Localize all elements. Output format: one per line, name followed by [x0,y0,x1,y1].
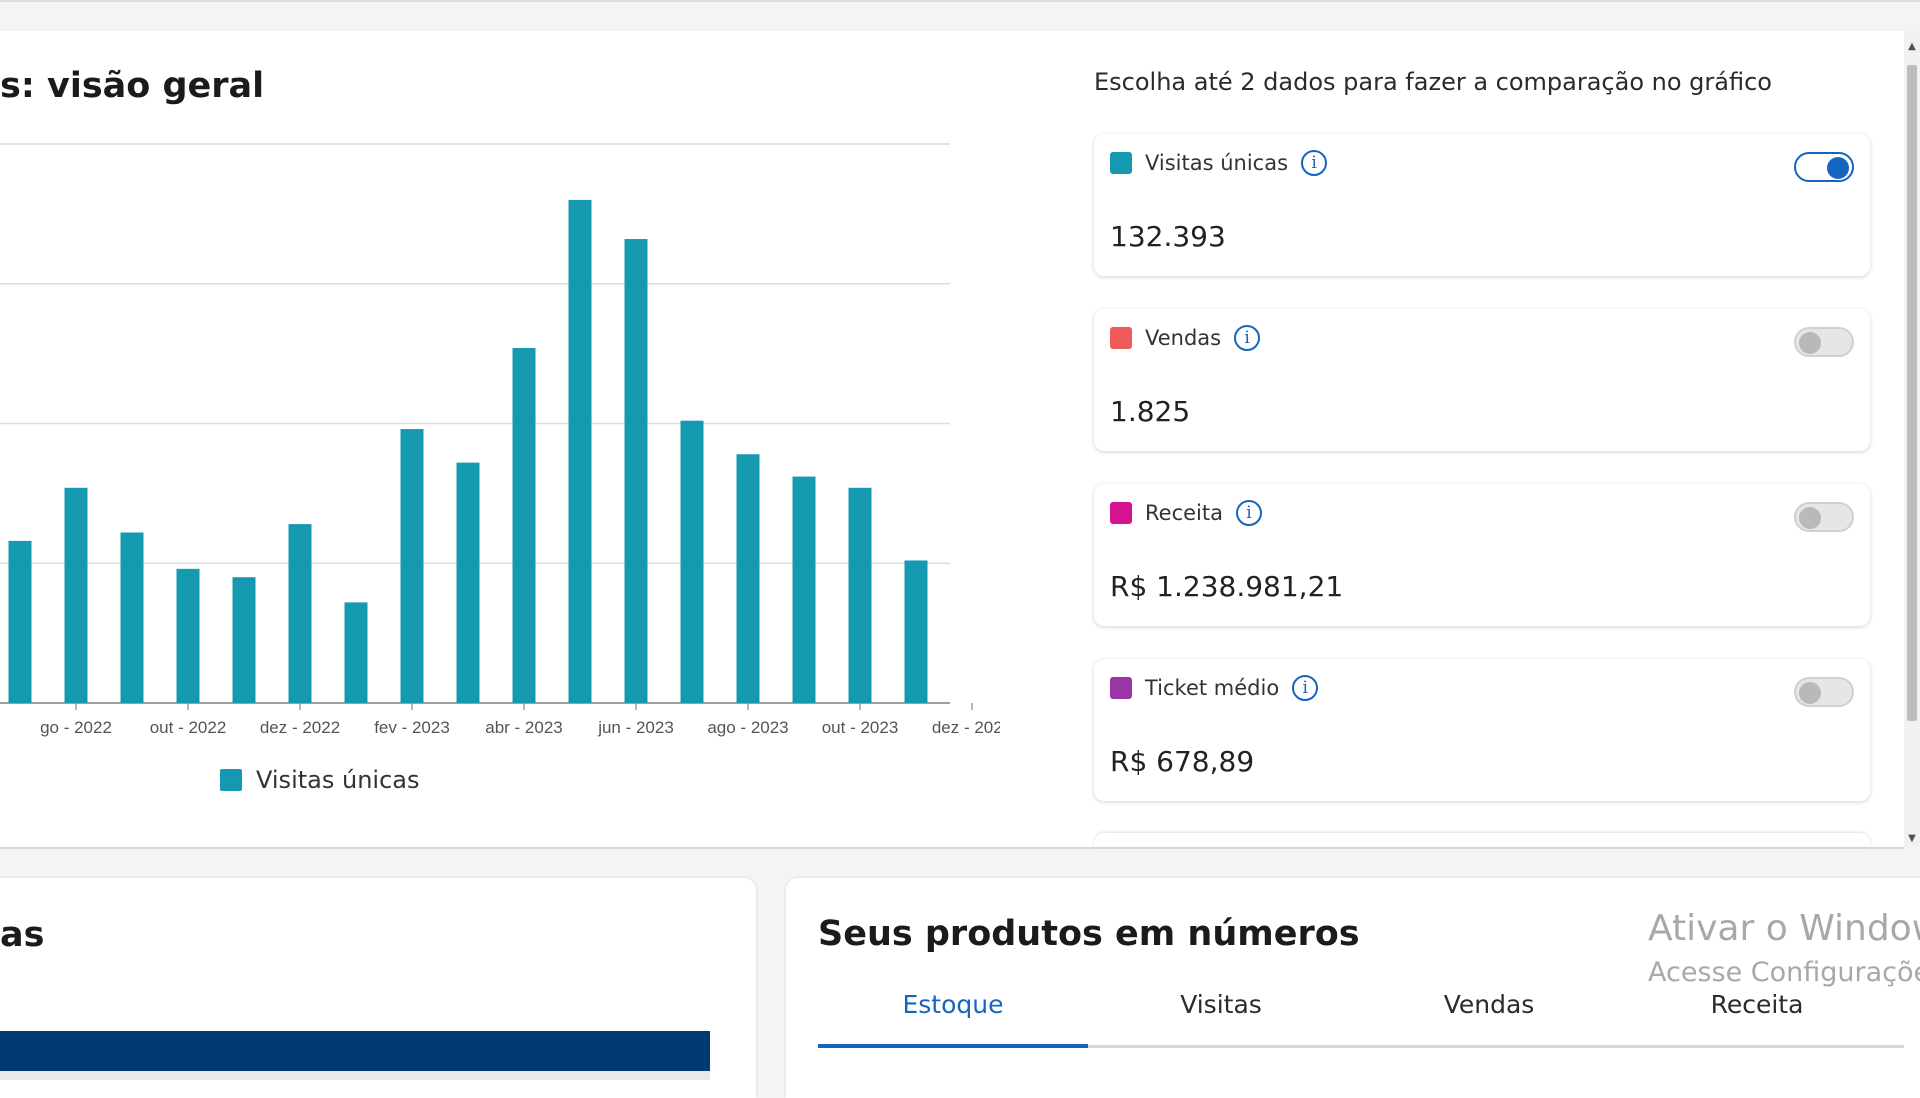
metric-toggle[interactable] [1794,327,1854,357]
metric-toggle[interactable] [1794,152,1854,182]
metric-toggle[interactable] [1794,502,1854,532]
x-tick-label: fev - 2023 [374,718,450,737]
x-tick-label: dez - 2023 [932,718,1000,737]
windows-activation-watermark: Ativar o Window Acesse Configuraçõe [1648,908,1920,988]
x-tick-label: ago - 2023 [707,718,788,737]
bar[interactable] [624,239,648,703]
scroll-up-icon[interactable]: ▲ [1908,41,1916,52]
compare-instruction: Escolha até 2 dados para fazer a compara… [1094,68,1772,96]
bar[interactable] [848,487,872,703]
toggle-knob [1799,332,1821,354]
metric-header: Visitas únicas i [1110,150,1328,176]
metric-color-swatch [1110,677,1132,699]
bar[interactable] [176,568,200,703]
metric-color-swatch [1110,152,1132,174]
metric-name: Ticket médio [1145,676,1280,700]
metric-header: Vendas i [1110,325,1261,351]
bar[interactable] [8,540,32,703]
scroll-down-icon[interactable]: ▼ [1908,833,1916,844]
metric-value: R$ 678,89 [1110,745,1255,778]
bar[interactable] [736,454,760,703]
x-tick-label: dez - 2022 [260,718,340,737]
metric-value: 132.393 [1110,220,1226,253]
info-icon[interactable]: i [1301,150,1328,176]
metric-name: Visitas únicas [1145,151,1289,175]
navy-bar-sub [0,1071,710,1080]
tab-visitas[interactable]: Visitas [1180,990,1262,1019]
bar[interactable] [512,348,536,703]
x-tick-label: jun - 2023 [597,718,674,737]
products-card [786,878,1920,1098]
bar[interactable] [64,487,88,703]
bar[interactable] [456,462,480,703]
bar[interactable] [232,577,256,703]
metric-color-swatch [1110,502,1132,524]
bar[interactable] [344,602,368,703]
toggle-knob [1799,682,1821,704]
top-border [0,0,1920,2]
tabs-underline [818,1045,1904,1048]
info-icon[interactable]: i [1235,500,1262,526]
bar[interactable] [904,560,928,703]
bar-chart: go - 2022 out - 2022 dez - 2022 fev - 2023 a… [0,143,1000,737]
bar[interactable] [400,429,424,703]
x-tick-label: out - 2022 [150,718,227,737]
watermark-line-1: Ativar o Window [1648,908,1920,949]
products-title: Seus produtos em números [818,914,1360,954]
tab-vendas[interactable]: Vendas [1443,990,1535,1019]
metric-header: Receita i [1110,500,1262,526]
metric-toggle[interactable] [1794,677,1854,707]
metric-card[interactable]: Vendas i 1.825 [1094,309,1870,451]
info-icon[interactable]: i [1292,675,1319,701]
navy-bar [0,1031,710,1071]
metric-value: R$ 1.238.981,21 [1110,570,1344,603]
metric-value: 1.825 [1110,395,1191,428]
x-tick-label: go - 2022 [40,718,112,737]
metric-name: Receita [1145,501,1223,525]
x-tick-label: abr - 2023 [485,718,563,737]
metric-card[interactable]: Receita i R$ 1.238.981,21 [1094,484,1870,626]
scrollbar[interactable]: ▲ ▼ [1904,31,1920,847]
metric-header: Ticket médio i [1110,675,1319,701]
toggle-knob [1799,507,1821,529]
bottom-left-title: as [0,915,45,955]
metric-card[interactable]: Ticket médio i R$ 678,89 [1094,659,1870,801]
legend-label: Visitas únicas [256,766,420,794]
bar[interactable] [680,420,704,703]
metric-color-swatch [1110,327,1132,349]
bar[interactable] [568,199,592,703]
tab-estoque[interactable]: Estoque [818,988,1088,1048]
bar[interactable] [288,524,312,703]
chart-legend[interactable]: Visitas únicas [220,766,419,794]
bar[interactable] [792,476,816,703]
legend-swatch [220,769,242,791]
scrollbar-thumb[interactable] [1907,65,1917,721]
bar[interactable] [120,532,144,703]
metric-card[interactable]: Visitas únicas i 132.393 [1094,134,1870,276]
info-icon[interactable]: i [1234,325,1261,351]
tab-receita[interactable]: Receita [1710,990,1804,1019]
toggle-knob [1827,157,1849,179]
metric-card-partial [1094,833,1870,847]
watermark-line-2: Acesse Configuraçõe [1648,957,1920,988]
x-tick-label: out - 2023 [822,718,899,737]
page-title: s: visão geral [0,66,265,106]
metric-name: Vendas [1145,326,1222,350]
products-tabs: Estoque Visitas Vendas Receita [818,988,1904,1048]
